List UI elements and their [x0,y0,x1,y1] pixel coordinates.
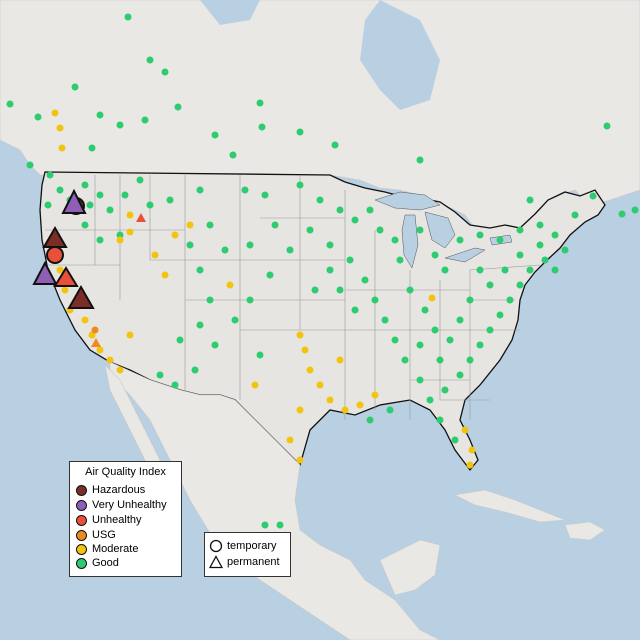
legend-item-temporary: temporary [209,538,277,554]
highlighted-monitors [32,188,95,309]
unhealthy-small-monitors [136,213,146,222]
very-unhealthy-swatch-icon [76,499,87,511]
usg-monitors [91,326,101,347]
aqi-legend: Air Quality Index Hazardous Very Unhealt… [69,461,182,577]
good-monitors [6,13,639,529]
legend-item-hazardous: Hazardous [76,483,145,497]
legend-item-good: Good [76,556,119,570]
lake-erie [444,247,486,263]
legend-item-very-unhealthy: Very Unhealthy [76,498,167,512]
good-swatch-icon [76,557,87,569]
hazardous-swatch-icon [76,484,87,496]
type-label: permanent [227,556,280,568]
circle-icon [209,539,223,553]
legend-item-permanent: permanent [209,554,280,570]
triangle-icon [209,555,223,569]
legend-label: Hazardous [92,484,146,496]
monitor-type-legend: temporary permanent [204,532,291,577]
cuba-island [454,489,566,523]
hudson-bay [360,0,440,110]
hispaniola-island [564,521,606,541]
type-label: temporary [227,540,277,552]
yucatan-peninsula [379,539,441,596]
usg-swatch-icon [76,529,87,541]
legend-item-unhealthy: Unhealthy [76,513,142,527]
legend-label: Unhealthy [92,514,142,526]
legend-label: Moderate [92,543,139,555]
legend-item-usg: USG [76,528,116,542]
lake-michigan [401,214,419,269]
moderate-monitors [51,109,476,469]
state-borders [45,175,541,420]
legend-title: Air Quality Index [85,466,166,478]
legend-label: Good [92,557,119,569]
moderate-swatch-icon [76,543,87,555]
legend-label: USG [92,529,116,541]
lake-superior [374,191,441,211]
lake-huron [424,211,456,249]
unhealthy-swatch-icon [76,514,87,526]
legend-label: Very Unhealthy [92,499,167,511]
arctic-water [200,0,260,25]
legend-item-moderate: Moderate [76,542,138,556]
